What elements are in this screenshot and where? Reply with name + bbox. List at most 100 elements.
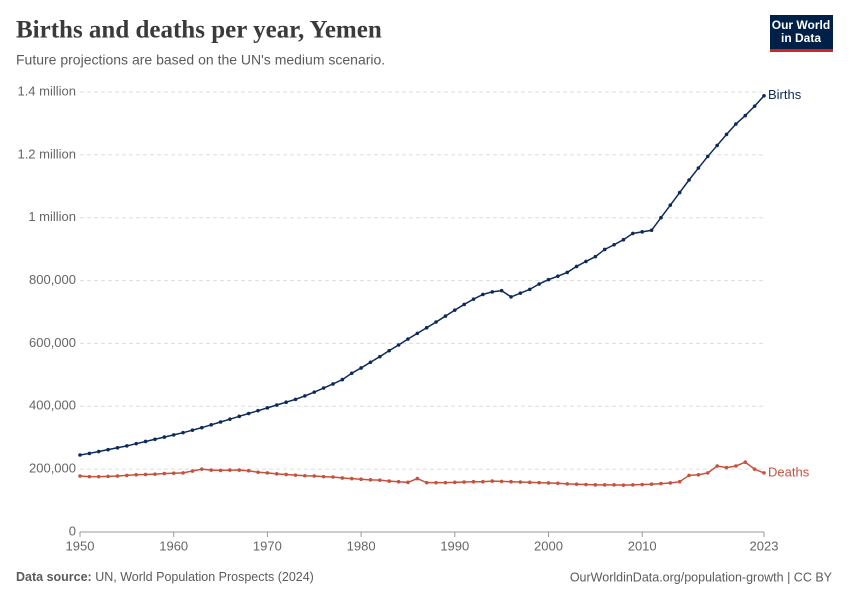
point bbox=[406, 480, 410, 485]
point bbox=[518, 480, 523, 484]
point bbox=[434, 480, 438, 485]
point bbox=[303, 473, 307, 478]
point bbox=[190, 469, 195, 473]
point bbox=[649, 482, 654, 487]
point bbox=[87, 474, 92, 479]
point bbox=[106, 474, 110, 479]
point bbox=[668, 203, 673, 207]
point bbox=[368, 360, 373, 365]
point bbox=[359, 366, 363, 370]
point bbox=[349, 371, 354, 376]
point bbox=[349, 476, 354, 481]
point bbox=[631, 231, 635, 236]
point bbox=[443, 314, 448, 318]
point bbox=[321, 474, 326, 479]
point bbox=[481, 292, 485, 297]
point bbox=[443, 480, 448, 485]
point bbox=[621, 483, 626, 487]
point bbox=[734, 464, 738, 468]
point bbox=[396, 479, 401, 484]
point bbox=[509, 479, 513, 484]
point bbox=[415, 476, 420, 481]
point bbox=[134, 441, 139, 446]
point bbox=[284, 472, 288, 477]
x-tick-label: 1980 bbox=[347, 538, 376, 553]
point bbox=[396, 343, 401, 347]
point bbox=[387, 348, 392, 353]
point bbox=[265, 471, 270, 475]
point bbox=[406, 337, 410, 341]
point bbox=[96, 474, 101, 479]
point bbox=[162, 471, 167, 476]
point bbox=[218, 468, 223, 473]
point bbox=[387, 479, 392, 483]
point bbox=[668, 481, 673, 485]
source-label: Data source: bbox=[16, 570, 92, 584]
point bbox=[256, 408, 260, 413]
series: Births bbox=[78, 87, 802, 457]
series-label: Births bbox=[768, 87, 802, 102]
x-tick-label: 1970 bbox=[253, 538, 282, 553]
y-tick-label: 600,000 bbox=[29, 335, 76, 350]
series: Deaths bbox=[78, 460, 810, 487]
point bbox=[134, 473, 139, 477]
point bbox=[593, 254, 598, 259]
point bbox=[471, 297, 476, 301]
point bbox=[584, 259, 588, 264]
point bbox=[490, 479, 495, 483]
point bbox=[78, 453, 82, 457]
point bbox=[659, 481, 663, 486]
point bbox=[96, 449, 101, 454]
point bbox=[368, 478, 373, 482]
point bbox=[237, 468, 242, 472]
point bbox=[378, 354, 382, 359]
point bbox=[612, 242, 616, 247]
point bbox=[752, 467, 757, 471]
point bbox=[743, 113, 748, 118]
point bbox=[378, 478, 382, 482]
point bbox=[546, 277, 551, 282]
point bbox=[153, 437, 157, 442]
point bbox=[696, 473, 701, 477]
source-text: UN, World Population Prospects (2024) bbox=[95, 570, 314, 584]
point bbox=[115, 445, 120, 450]
y-tick-label: 1.4 million bbox=[17, 83, 76, 98]
point bbox=[143, 439, 148, 444]
point bbox=[527, 287, 532, 292]
point bbox=[752, 104, 757, 108]
point bbox=[162, 435, 167, 439]
point bbox=[640, 482, 644, 487]
point bbox=[331, 475, 335, 479]
point bbox=[274, 403, 279, 407]
point bbox=[537, 480, 541, 485]
point bbox=[715, 464, 719, 468]
point bbox=[274, 472, 279, 476]
point bbox=[677, 190, 682, 195]
point bbox=[584, 482, 588, 487]
y-tick-label: 0 bbox=[69, 523, 76, 538]
point bbox=[200, 425, 204, 430]
logo-text: in Data bbox=[781, 31, 821, 45]
point bbox=[331, 382, 335, 386]
logo-stripe bbox=[770, 49, 833, 52]
point bbox=[340, 377, 345, 382]
point bbox=[762, 471, 766, 475]
point bbox=[246, 411, 251, 416]
point bbox=[462, 480, 466, 484]
point bbox=[612, 483, 616, 487]
y-tick-label: 800,000 bbox=[29, 272, 76, 287]
point bbox=[565, 270, 570, 275]
logo[interactable]: Our World in Data bbox=[770, 15, 833, 52]
point bbox=[705, 471, 710, 475]
point bbox=[190, 428, 195, 432]
y-tick-label: 1 million bbox=[28, 209, 76, 224]
point bbox=[452, 308, 457, 312]
point bbox=[696, 166, 701, 170]
point bbox=[284, 400, 288, 405]
point bbox=[143, 472, 148, 477]
point bbox=[153, 472, 157, 476]
point bbox=[593, 483, 598, 487]
point bbox=[509, 295, 513, 299]
point bbox=[246, 468, 251, 473]
source-url[interactable]: OurWorldinData.org/population-growth | C… bbox=[570, 570, 833, 584]
